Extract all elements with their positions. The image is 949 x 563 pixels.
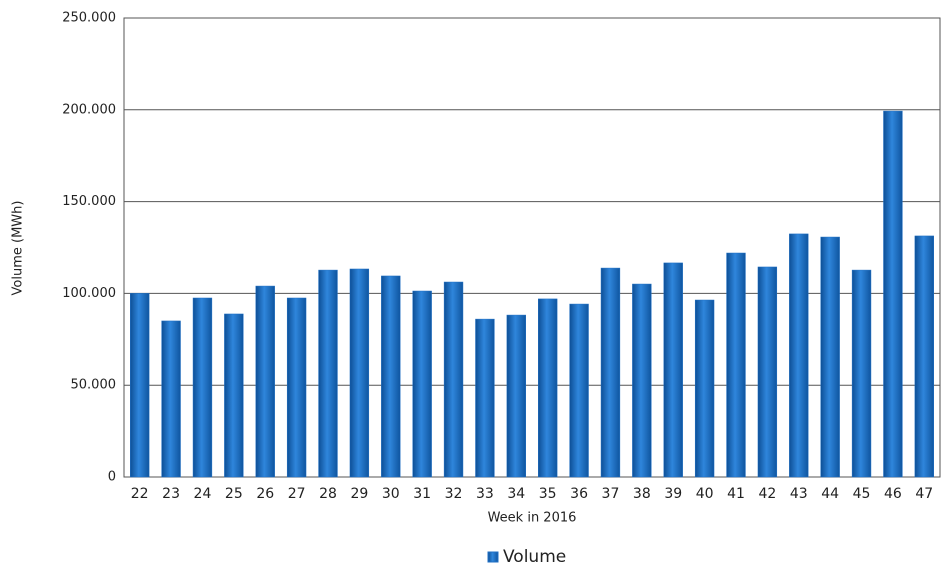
x-tick-label: 38 (633, 486, 651, 502)
bar (726, 252, 746, 478)
x-tick-label: 47 (915, 486, 933, 502)
bar (851, 269, 872, 478)
x-tick-label: 43 (790, 486, 808, 502)
bar (381, 275, 401, 478)
x-tick-label: 33 (476, 486, 494, 502)
bar (914, 235, 934, 478)
bar (318, 269, 338, 478)
x-tick-label: 32 (445, 486, 463, 502)
bar (663, 262, 683, 478)
bar (694, 299, 715, 478)
bar (412, 290, 432, 478)
y-tick-label: 200.000 (62, 102, 116, 117)
x-tick-label: 35 (539, 486, 557, 502)
x-tick-label: 42 (758, 486, 776, 502)
bar (224, 313, 244, 478)
x-tick-label: 29 (350, 486, 368, 502)
x-tick-label: 22 (131, 486, 149, 502)
bar (192, 297, 213, 478)
bar (757, 266, 778, 478)
y-tick-label: 250.000 (62, 11, 116, 26)
bar (820, 236, 840, 478)
x-tick-label: 39 (664, 486, 682, 502)
legend-swatch (487, 551, 499, 563)
y-tick-label: 100.000 (62, 286, 116, 301)
x-tick-label: 44 (821, 486, 839, 502)
bar (349, 268, 370, 478)
x-tick-label: 36 (570, 486, 588, 502)
y-tick-label: 0 (108, 470, 116, 485)
legend-label: Volume (503, 547, 566, 563)
x-tick-label: 40 (696, 486, 714, 502)
bar (506, 314, 526, 478)
bar (475, 318, 495, 478)
bar (130, 293, 150, 478)
bar (255, 285, 275, 478)
bar (286, 297, 307, 478)
y-axis-label: Volume (MWh) (11, 201, 26, 296)
bar (161, 320, 181, 478)
x-tick-label: 41 (727, 486, 745, 502)
bar (632, 283, 652, 478)
y-tick-label: 150.000 (62, 194, 116, 209)
bar (600, 267, 621, 478)
x-tick-label: 25 (225, 486, 243, 502)
x-tick-label: 31 (413, 486, 431, 502)
x-tick-label: 46 (884, 486, 902, 502)
x-tick-label: 34 (507, 486, 525, 502)
bar (883, 110, 903, 478)
bar (443, 281, 464, 478)
x-tick-label: 30 (382, 486, 400, 502)
x-tick-label: 45 (853, 486, 871, 502)
plot-border (123, 17, 941, 478)
bar (789, 233, 809, 478)
x-tick-label: 26 (256, 486, 274, 502)
x-tick-label: 37 (602, 486, 620, 502)
x-tick-label: 24 (194, 486, 212, 502)
x-tick-label: 23 (162, 486, 180, 502)
x-axis-label: Week in 2016 (488, 511, 577, 526)
bar (538, 298, 558, 478)
x-tick-label: 27 (288, 486, 306, 502)
y-tick-label: 50.000 (71, 378, 117, 393)
x-tick-label: 28 (319, 486, 337, 502)
bar (569, 303, 589, 478)
